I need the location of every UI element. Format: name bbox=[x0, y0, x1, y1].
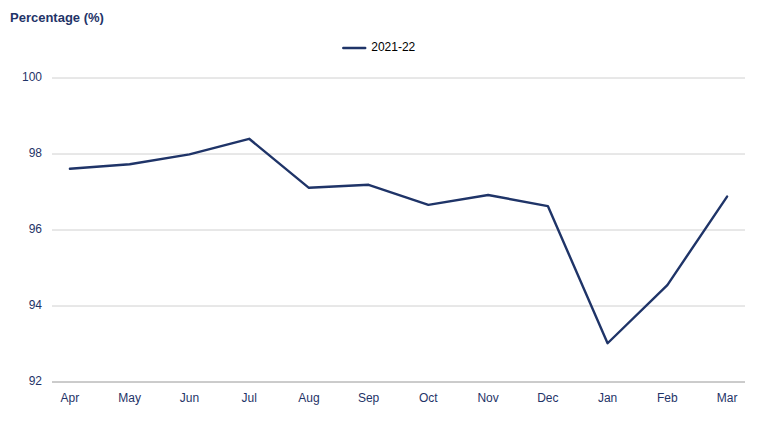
grid-line bbox=[52, 306, 745, 307]
x-tick-label: Apr bbox=[61, 391, 80, 405]
series-line bbox=[70, 139, 727, 343]
x-tick-label: Nov bbox=[477, 391, 498, 405]
y-tick-label: 92 bbox=[29, 374, 43, 388]
x-tick-label: Jul bbox=[241, 391, 256, 405]
y-tick-label: 98 bbox=[29, 146, 43, 160]
x-tick-label: Aug bbox=[298, 391, 319, 405]
legend-label: 2021-22 bbox=[371, 40, 415, 54]
legend-swatch bbox=[343, 47, 365, 49]
grid-line bbox=[52, 230, 745, 231]
x-axis-line bbox=[52, 382, 745, 383]
x-tick-label: Sep bbox=[358, 391, 380, 405]
y-tick-label: 100 bbox=[22, 70, 42, 84]
x-tick-label: Mar bbox=[717, 391, 738, 405]
x-tick-label: Dec bbox=[537, 391, 558, 405]
grid-line bbox=[52, 154, 745, 155]
x-tick-label: May bbox=[118, 391, 141, 405]
plot-area bbox=[70, 139, 727, 343]
grid bbox=[52, 78, 745, 382]
chart-container: 92 94 96 98 100 Apr May Jun Jul Aug Sep Oct Nov Dec Ja… bbox=[0, 0, 769, 422]
x-tick-label: Feb bbox=[657, 391, 678, 405]
x-tick-label: Oct bbox=[419, 391, 438, 405]
x-tick-label: Jun bbox=[180, 391, 199, 405]
y-axis-label: Percentage (%) bbox=[10, 10, 104, 25]
y-tick-label: 94 bbox=[29, 298, 43, 312]
grid-line bbox=[52, 78, 745, 79]
grid-line bbox=[52, 382, 745, 383]
y-tick-label: 96 bbox=[29, 222, 43, 236]
legend: 2021-22 bbox=[343, 40, 415, 54]
x-tick-label: Jan bbox=[598, 391, 617, 405]
chart-svg: 92 94 96 98 100 Apr May Jun Jul Aug Sep Oct Nov Dec Ja… bbox=[0, 0, 769, 422]
